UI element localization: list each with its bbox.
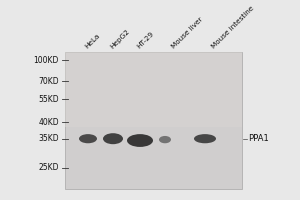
Text: PPA1: PPA1 [248, 134, 269, 143]
Ellipse shape [159, 136, 171, 143]
Text: 40KD: 40KD [38, 118, 59, 127]
Ellipse shape [127, 134, 153, 147]
Text: HT-29: HT-29 [136, 31, 155, 50]
Text: Mouse intestine: Mouse intestine [211, 5, 256, 50]
Bar [65, 52, 242, 127]
Ellipse shape [194, 134, 216, 143]
Ellipse shape [79, 134, 97, 143]
Text: 25KD: 25KD [38, 163, 59, 172]
Text: 70KD: 70KD [38, 77, 59, 86]
Text: 100KD: 100KD [34, 56, 59, 65]
Bar [65, 52, 242, 189]
Text: HepG2: HepG2 [109, 28, 130, 50]
Text: Mouse liver: Mouse liver [171, 16, 204, 50]
Text: 35KD: 35KD [38, 134, 59, 143]
Ellipse shape [103, 133, 123, 144]
Text: HeLa: HeLa [84, 33, 101, 50]
Text: 55KD: 55KD [38, 95, 59, 104]
